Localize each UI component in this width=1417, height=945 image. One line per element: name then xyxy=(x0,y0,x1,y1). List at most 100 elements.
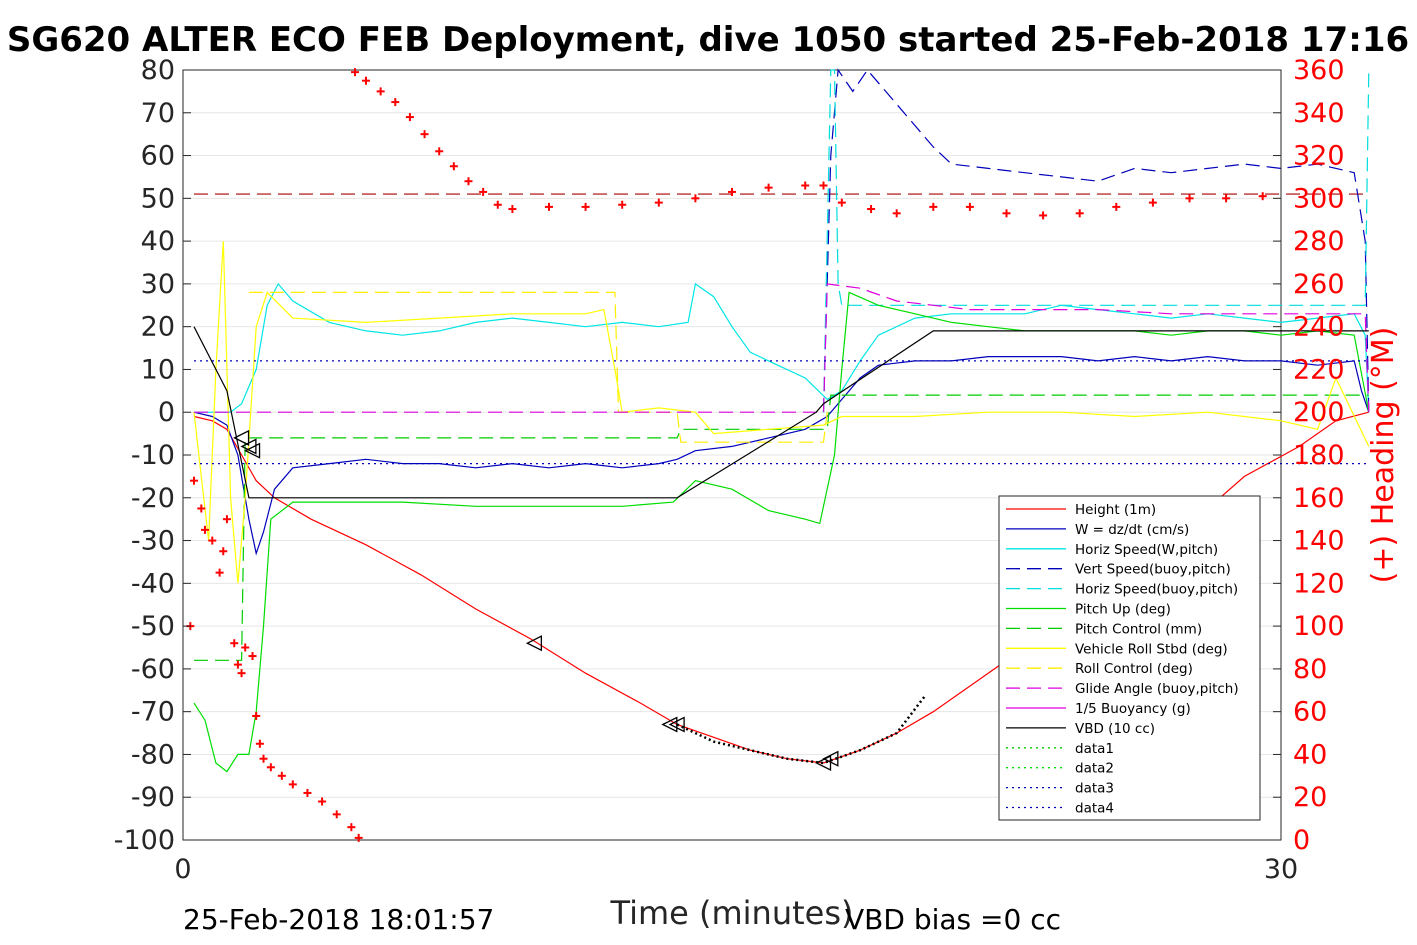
heading-point xyxy=(277,771,286,780)
triangle-marker xyxy=(822,750,839,767)
legend-box xyxy=(998,495,1261,821)
series-line-6 xyxy=(194,394,1369,661)
surface-track-dots xyxy=(676,693,927,765)
right-tick-label: 320 xyxy=(1293,141,1345,172)
series-line-8 xyxy=(248,291,828,443)
left-tick-label: -20 xyxy=(131,483,175,514)
heading-point xyxy=(508,205,517,214)
legend-label: data1 xyxy=(1075,741,1114,757)
triangle-marker xyxy=(668,716,685,733)
legend-label: Glide Angle (buoy,pitch) xyxy=(1075,681,1239,697)
heading-point xyxy=(219,547,228,556)
heading-point xyxy=(435,147,444,156)
series-line-4 xyxy=(822,69,1370,413)
legend-label: W = dz/dt (cm/s) xyxy=(1075,522,1189,538)
right-tick-label: 40 xyxy=(1293,739,1327,770)
x-axis: 0 30 xyxy=(174,832,1298,885)
right-tick-label: 360 xyxy=(1293,55,1345,86)
legend-label: Vehicle Roll Stbd (deg) xyxy=(1075,641,1228,657)
x-axis-label: Time (minutes) xyxy=(610,894,854,932)
right-tick-label: 280 xyxy=(1293,226,1345,257)
heading-point xyxy=(764,183,773,192)
right-tick-label: 60 xyxy=(1293,697,1327,728)
heading-point xyxy=(801,181,810,190)
heading-point xyxy=(303,788,312,797)
heading-point xyxy=(391,98,400,107)
heading-point xyxy=(200,525,209,534)
heading-point xyxy=(892,209,901,218)
right-tick-label: 120 xyxy=(1293,568,1345,599)
right-y-axis-label: (+) Heading (°M) xyxy=(1366,327,1401,584)
heading-point xyxy=(581,202,590,211)
left-tick-label: 20 xyxy=(141,312,175,343)
heading-point xyxy=(266,763,275,772)
right-tick-label: 100 xyxy=(1293,611,1345,642)
left-tick-label: -100 xyxy=(114,825,175,856)
heading-point xyxy=(449,162,458,171)
left-tick-label: -80 xyxy=(131,739,175,770)
legend: Height (1m) W = dz/dt (cm/s) Horiz Speed(W… xyxy=(998,495,1261,821)
right-tick-label: 80 xyxy=(1293,654,1327,685)
series-line-1 xyxy=(193,355,1370,556)
heading-point xyxy=(819,181,828,190)
chart-title: SG620 ALTER ECO FEB Deployment, dive 105… xyxy=(7,20,1409,60)
triangle-marker xyxy=(525,635,543,652)
heading-point xyxy=(1222,194,1231,203)
left-tick-label: -50 xyxy=(131,611,175,642)
heading-point xyxy=(867,205,876,214)
heading-point xyxy=(208,536,217,545)
heading-point xyxy=(1039,211,1048,220)
heading-point xyxy=(230,639,239,648)
series-line-5 xyxy=(193,291,1370,773)
heading-point xyxy=(1185,194,1194,203)
heading-point xyxy=(354,833,363,842)
heading-point xyxy=(347,823,356,832)
left-tick-label: -30 xyxy=(131,526,175,557)
triangle-marker xyxy=(815,754,832,772)
left-tick-label: 70 xyxy=(141,98,175,129)
legend-label: data2 xyxy=(1075,761,1114,777)
heading-point xyxy=(237,669,246,678)
left-tick-label: -10 xyxy=(131,440,175,471)
legend-label: Pitch Up (deg) xyxy=(1075,602,1171,618)
series-markers xyxy=(186,68,1267,842)
heading-point xyxy=(233,660,242,669)
series-line-9 xyxy=(194,283,1370,413)
heading-point xyxy=(728,187,736,196)
heading-point xyxy=(215,568,224,577)
right-tick-label: 160 xyxy=(1293,483,1345,514)
left-tick-label: -90 xyxy=(131,782,175,813)
heading-point xyxy=(618,200,627,209)
heading-point xyxy=(351,68,360,77)
left-tick-label: -70 xyxy=(131,697,175,728)
left-y-axis: 80 70 60 50 40 30 20 10 0 -10 -20 -30 -40 -50 -60 -70 -8… xyxy=(114,55,191,856)
series-line-11 xyxy=(193,326,1369,499)
heading-point xyxy=(189,476,198,485)
right-tick-label: 220 xyxy=(1293,354,1345,385)
heading-point xyxy=(241,643,250,652)
triangle-marker xyxy=(233,429,250,446)
series-line-3 xyxy=(822,68,1370,413)
heading-point xyxy=(691,194,700,203)
legend-label: Pitch Control (mm) xyxy=(1075,621,1202,637)
right-tick-label: 180 xyxy=(1293,440,1345,471)
legend-label: Roll Control (deg) xyxy=(1075,661,1193,677)
heading-point xyxy=(255,739,264,748)
heading-point xyxy=(545,202,553,211)
legend-label: data4 xyxy=(1075,801,1114,817)
right-tick-label: 200 xyxy=(1293,397,1345,428)
legend-label: Horiz Speed(buoy,pitch) xyxy=(1075,582,1238,598)
heading-point xyxy=(965,202,974,211)
heading-point xyxy=(332,810,341,819)
right-tick-label: 20 xyxy=(1293,782,1327,813)
x-tick-label: 30 xyxy=(1264,854,1298,885)
heading-point xyxy=(654,198,663,207)
legend-label: 1/5 Buoyancy (g) xyxy=(1075,701,1191,717)
heading-point xyxy=(288,780,297,789)
right-tick-label: 260 xyxy=(1293,269,1345,300)
heading-point xyxy=(464,177,473,186)
heading-point xyxy=(362,76,370,85)
left-tick-label: 60 xyxy=(141,141,175,172)
series-line-7 xyxy=(193,241,1370,584)
heading-point xyxy=(493,200,502,209)
